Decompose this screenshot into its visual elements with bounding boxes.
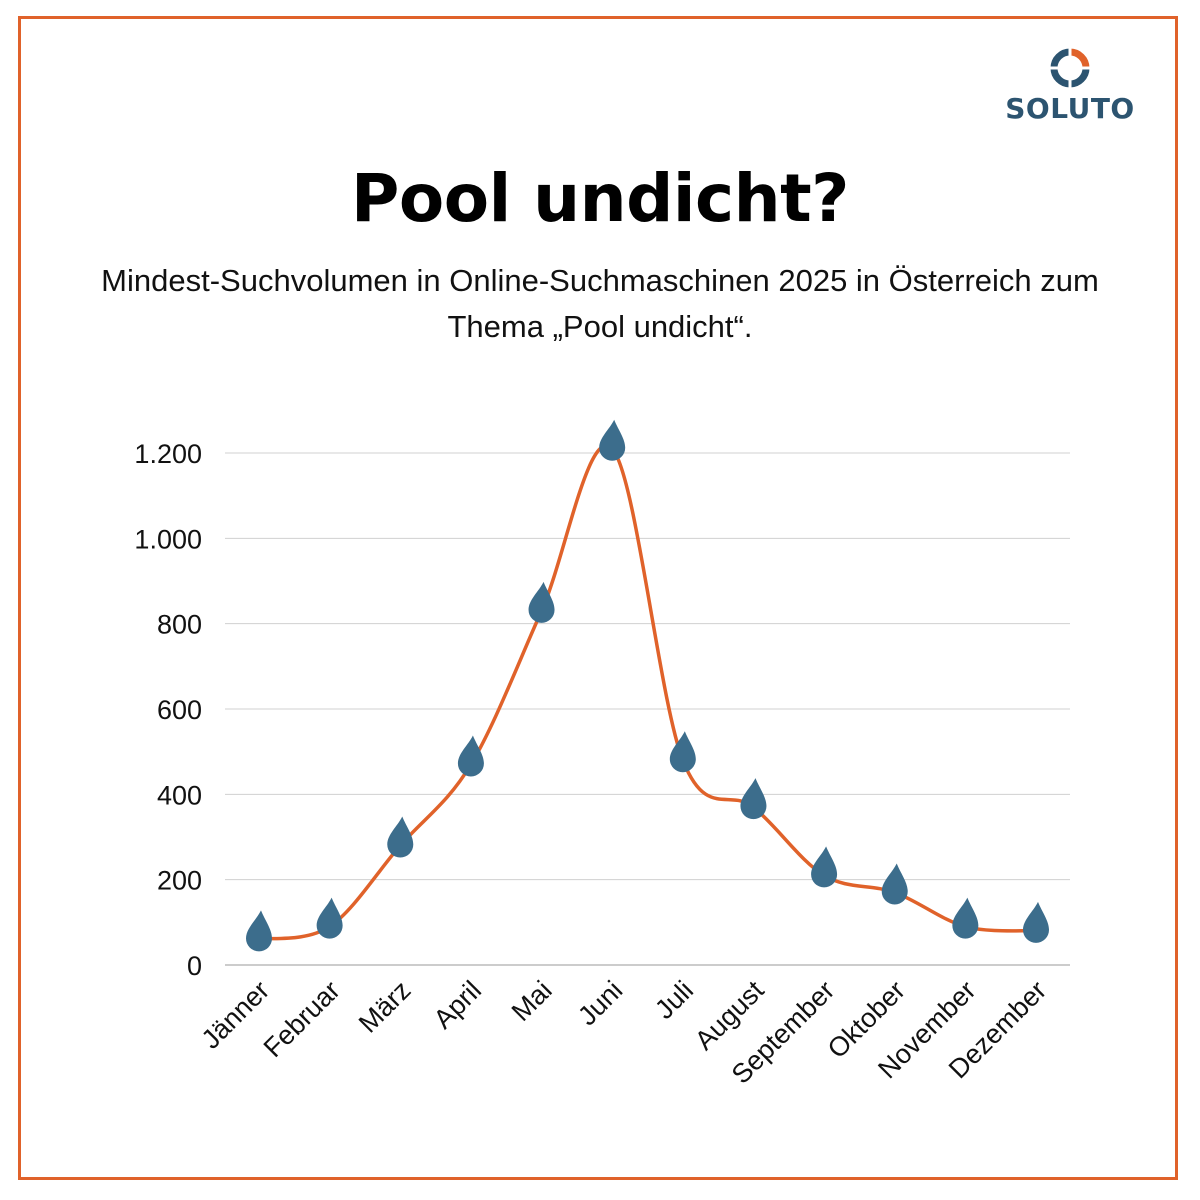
data-point-water-drop-icon bbox=[599, 419, 626, 461]
x-tick-label: Mai bbox=[506, 975, 558, 1027]
data-point-water-drop-icon bbox=[457, 735, 484, 777]
y-tick-label: 200 bbox=[157, 866, 202, 896]
x-tick-label: April bbox=[428, 975, 487, 1034]
data-point-water-drop-icon bbox=[669, 731, 696, 773]
y-tick-label: 600 bbox=[157, 695, 202, 725]
soluto-ring-icon bbox=[1050, 48, 1090, 88]
data-point-water-drop-icon bbox=[387, 816, 414, 858]
chart-subtitle: Mindest-Suchvolumen in Online-Suchmaschi… bbox=[101, 263, 1099, 344]
series-line bbox=[257, 444, 1038, 942]
data-point-water-drop-icon bbox=[740, 778, 767, 820]
x-tick-label: Februar bbox=[258, 975, 346, 1063]
data-point-water-drop-icon bbox=[246, 910, 272, 952]
x-tick-label: März bbox=[353, 975, 417, 1039]
logo-wordmark: SOLUTO bbox=[1005, 92, 1135, 125]
y-tick-label: 1.000 bbox=[134, 524, 202, 554]
data-point-water-drop-icon bbox=[316, 897, 343, 939]
data-point-water-drop-icon bbox=[1023, 901, 1049, 943]
y-tick-label: 400 bbox=[157, 780, 202, 810]
data-point-water-drop-icon bbox=[881, 863, 908, 905]
x-tick-label: Juni bbox=[572, 975, 628, 1031]
data-point-water-drop-icon bbox=[528, 581, 555, 623]
data-point-water-drop-icon bbox=[811, 846, 838, 888]
chart-title: Pool undicht? bbox=[351, 160, 849, 237]
data-point-water-drop-icon bbox=[952, 897, 979, 939]
y-tick-label: 0 bbox=[187, 951, 202, 981]
x-tick-label: Juli bbox=[649, 975, 699, 1025]
page-frame bbox=[18, 16, 1178, 1180]
y-tick-label: 800 bbox=[157, 610, 202, 640]
brand-logo: SOLUTO bbox=[1000, 48, 1140, 128]
y-tick-label: 1.200 bbox=[134, 439, 202, 469]
